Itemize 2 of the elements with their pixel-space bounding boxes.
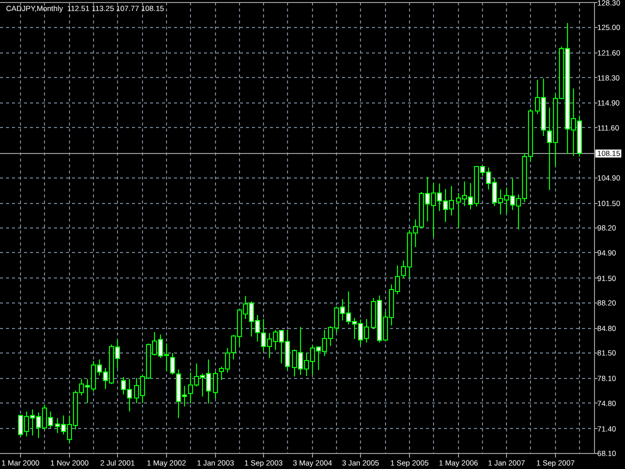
candlestick: [170, 352, 175, 376]
candlestick: [213, 371, 218, 399]
